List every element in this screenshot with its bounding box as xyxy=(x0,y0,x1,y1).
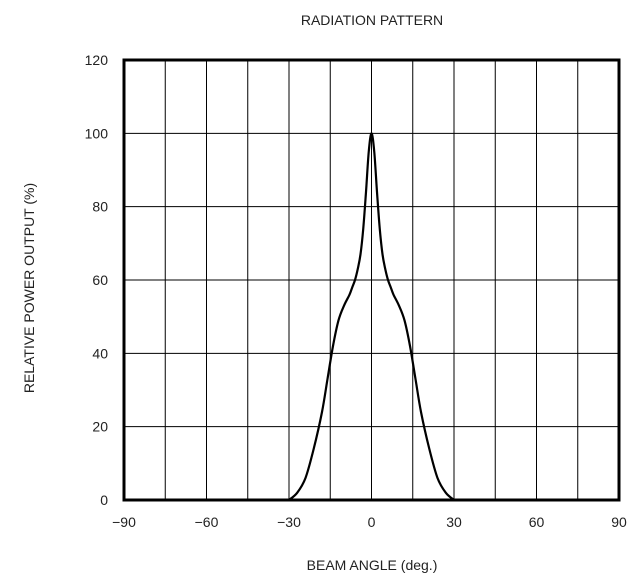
x-tick-label: 90 xyxy=(611,514,627,530)
y-tick-label: 120 xyxy=(85,52,109,68)
x-tick-label: −90 xyxy=(112,514,136,530)
y-tick-label: 100 xyxy=(85,125,109,141)
y-tick-label: 40 xyxy=(92,345,108,361)
y-tick-label: 60 xyxy=(92,272,108,288)
y-tick-label: 20 xyxy=(92,419,108,435)
y-axis-title: RELATIVE POWER OUTPUT (%) xyxy=(21,183,37,393)
x-tick-label: 60 xyxy=(529,514,545,530)
x-tick-label: −60 xyxy=(195,514,219,530)
chart-title: RADIATION PATTERN xyxy=(301,12,443,28)
x-tick-label: 0 xyxy=(368,514,376,530)
plot-area xyxy=(288,132,455,501)
x-axis-title: BEAM ANGLE (deg.) xyxy=(307,557,438,573)
plot-frame xyxy=(122,58,621,502)
y-tick-labels: 0 20 40 60 80 100 120 xyxy=(85,52,109,508)
grid-lines xyxy=(123,59,620,501)
x-tick-labels: −90 −60 −30 0 30 60 90 xyxy=(112,514,627,530)
x-tick-label: 30 xyxy=(446,514,462,530)
y-tick-label: 0 xyxy=(100,492,108,508)
y-tick-label: 80 xyxy=(92,199,108,215)
series-line xyxy=(288,132,455,501)
x-tick-label: −30 xyxy=(277,514,301,530)
